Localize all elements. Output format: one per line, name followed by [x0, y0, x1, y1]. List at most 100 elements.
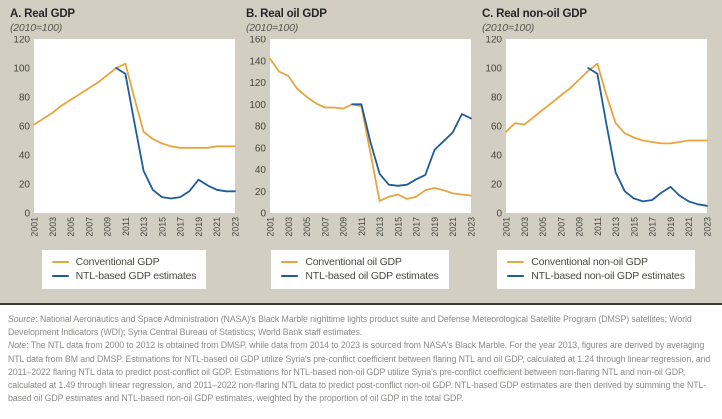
line-chart-real-non-oil-gdp: 0 20 40 60 80 100 120 2001 2003 2005 2007 2009 2011 2… [485, 36, 713, 237]
panel-subtitle: (2010=100) [10, 22, 63, 35]
y-tick-label: 20 [491, 180, 503, 191]
source-note: Source: National Aeronautics and Space A… [8, 313, 714, 339]
legend-item: Conventional non-oil GDP [507, 256, 685, 268]
x-tick-label: 2021 [684, 217, 694, 237]
conventional-line-swatch [281, 261, 299, 264]
series-line-conventional [33, 63, 236, 149]
x-tick-label: 2017 [176, 217, 186, 237]
y-tick-label: 60 [255, 143, 267, 154]
y-tick-label: 80 [255, 122, 267, 133]
x-tick-label: 2005 [302, 217, 312, 237]
x-tick-label: 2015 [393, 217, 403, 237]
panel-title: B. Real oil GDP [246, 8, 327, 20]
panel-real-gdp: A. Real GDP (2010=100) 0 20 40 60 80 100 120 20… [6, 7, 242, 290]
panel-title: C. Real non-oil GDP [482, 8, 587, 20]
legend: Conventional GDP NTL-based GDP estimates [41, 250, 207, 290]
legend: Conventional oil GDP NTL-based oil GDP e… [271, 250, 449, 290]
series-line-ntl [351, 103, 472, 187]
series-line-ntl [115, 67, 236, 200]
x-tick-label: 2011 [357, 217, 367, 236]
x-tick-label: 2023 [467, 217, 477, 237]
x-tick-label: 2009 [575, 217, 585, 237]
legend-item: NTL-based GDP estimates [51, 270, 197, 283]
x-tick-label: 2021 [212, 217, 222, 237]
legend-label: NTL-based GDP estimates [75, 270, 197, 283]
panel-real-non-oil-gdp: C. Real non-oil GDP (2010=100) 0 20 40 60 80… [478, 7, 714, 290]
panel-title: A. Real GDP [10, 8, 75, 20]
series-line-ntl [587, 67, 708, 207]
x-tick-label: 2015 [157, 217, 167, 237]
y-tick-label: 40 [491, 151, 503, 162]
x-tick-label: 2019 [666, 217, 676, 237]
figure-footnotes: Source: National Aeronautics and Space A… [0, 305, 722, 405]
legend-item: Conventional oil GDP [281, 256, 438, 268]
x-tick-label: 2001 [30, 217, 40, 237]
methodology-note: Note: The NTL data from 2000 to 2012 is … [8, 339, 714, 405]
x-tick-label: 2001 [266, 217, 276, 237]
y-tick-label: 100 [249, 100, 266, 111]
y-tick-label: 20 [255, 187, 267, 198]
x-tick-label: 2001 [502, 217, 512, 237]
x-tick-label: 2013 [611, 217, 621, 237]
y-tick-label: 60 [19, 122, 31, 133]
y-tick-label: 0 [24, 209, 30, 220]
legend-label: Conventional non-oil GDP [531, 256, 648, 269]
series-line-conventional [505, 63, 708, 145]
legend-label: Conventional GDP [75, 256, 160, 269]
x-tick-label: 2013 [375, 217, 385, 237]
source-label: Source [8, 314, 36, 324]
conventional-line-swatch [51, 261, 69, 264]
x-tick-label: 2019 [430, 217, 440, 237]
y-tick-label: 40 [19, 151, 31, 162]
x-tick-label: 2007 [84, 217, 94, 237]
x-tick-label: 2009 [339, 217, 349, 237]
panel-real-oil-gdp: B. Real oil GDP (2010=100) 0 20 40 60 80 100 1… [242, 7, 478, 290]
ntl-line-swatch [507, 275, 525, 278]
ntl-line-swatch [281, 275, 299, 278]
x-tick-label: 2003 [284, 217, 294, 237]
y-tick-label: 60 [491, 122, 503, 133]
legend-label: Conventional oil GDP [305, 256, 402, 269]
y-tick-label: 100 [485, 64, 502, 75]
x-tick-label: 2011 [121, 217, 131, 236]
legend-item: NTL-based non-oil GDP estimates [507, 270, 685, 282]
y-tick-label: 0 [496, 209, 502, 220]
x-tick-label: 2017 [648, 217, 658, 237]
x-tick-label: 2003 [48, 217, 58, 237]
y-tick-label: 160 [249, 36, 266, 46]
legend: Conventional non-oil GDP NTL-based non-o… [497, 250, 695, 290]
x-tick-label: 2009 [103, 217, 113, 237]
x-tick-label: 2023 [231, 217, 241, 237]
x-tick-label: 2021 [448, 217, 458, 237]
x-tick-label: 2017 [412, 217, 422, 237]
x-tick-label: 2019 [194, 217, 204, 237]
chart-panels: A. Real GDP (2010=100) 0 20 40 60 80 100 120 20… [6, 7, 716, 290]
x-tick-label: 2005 [538, 217, 548, 237]
x-tick-label: 2003 [520, 217, 530, 237]
figure-area: A. Real GDP (2010=100) 0 20 40 60 80 100 120 20… [0, 0, 722, 305]
conventional-line-swatch [507, 261, 525, 264]
line-chart-real-oil-gdp: 0 20 40 60 80 100 120 140 160 2001 2003 2005 2007 200… [249, 36, 477, 237]
y-tick-label: 80 [19, 93, 31, 104]
y-tick-label: 140 [249, 56, 266, 67]
x-tick-label: 2005 [66, 217, 76, 237]
y-tick-label: 20 [19, 180, 31, 191]
line-chart-real-gdp: 0 20 40 60 80 100 120 2001 2003 2005 2007 2009 2011 2… [13, 36, 241, 237]
ntl-line-swatch [51, 275, 69, 278]
x-tick-label: 2007 [320, 217, 330, 237]
y-tick-label: 120 [485, 36, 502, 46]
note-label: Note [8, 340, 27, 351]
legend-item: NTL-based oil GDP estimates [281, 270, 439, 283]
x-tick-label: 2011 [593, 217, 603, 236]
note-text: : The NTL data from 2000 to 2012 is obta… [8, 340, 711, 404]
y-tick-label: 120 [13, 36, 30, 46]
x-tick-label: 2023 [703, 217, 713, 237]
legend-item: Conventional GDP [51, 256, 197, 269]
series-line-conventional [269, 57, 472, 203]
y-tick-label: 40 [255, 165, 267, 176]
x-tick-label: 2013 [139, 217, 149, 237]
legend-label: NTL-based oil GDP estimates [305, 270, 439, 283]
x-tick-label: 2015 [629, 217, 639, 237]
y-tick-label: 100 [13, 64, 30, 75]
